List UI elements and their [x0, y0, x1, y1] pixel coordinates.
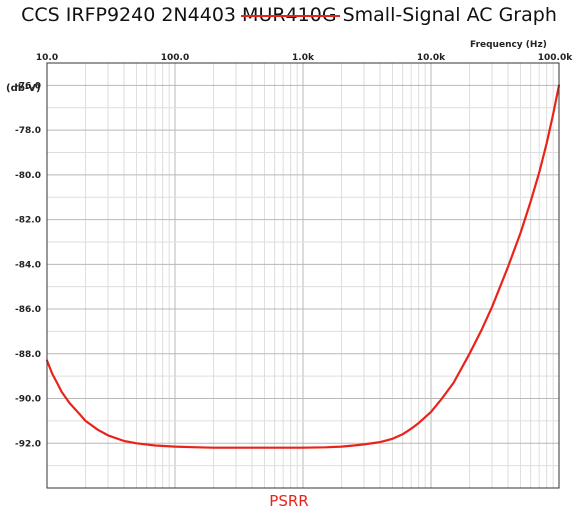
x-tick-label: 100.0k	[538, 53, 573, 63]
grid	[46, 62, 560, 489]
y-tick-labels: -76.0 -78.0 -80.0 -82.0 -84.0 -86.0 -88.0 -90.0…	[15, 81, 41, 449]
x-tick-label: 1.0k	[292, 53, 315, 63]
title-struck-part: MUR410G	[242, 4, 337, 26]
chart-title: CCS IRFP9240 2N4403 MUR410G Small-Signal…	[0, 4, 578, 26]
plot-frame	[46, 62, 560, 489]
y-tick-label: -92.0	[15, 439, 41, 449]
y-tick-label: -86.0	[15, 305, 41, 315]
y-axis-label: (db-V)	[6, 83, 41, 94]
x-tick-label: 100.0	[161, 53, 189, 63]
y-tick-label: -90.0	[15, 395, 41, 405]
x-axis-label: Frequency (Hz)	[470, 40, 547, 50]
y-tick-label: -80.0	[15, 171, 41, 181]
x-tick-label: 10.0k	[417, 53, 446, 63]
y-tick-label: -88.0	[15, 350, 41, 360]
y-tick-label: -84.0	[15, 260, 41, 270]
chart-caption: PSRR	[269, 492, 309, 510]
y-tick-label: -78.0	[15, 126, 41, 136]
y-tick-label: -82.0	[15, 216, 41, 226]
title-prefix: CCS IRFP9240 2N4403	[21, 4, 243, 26]
y-tick-label: -76.0	[15, 81, 41, 91]
psrr-series-line	[45, 84, 561, 449]
title-suffix: Small-Signal AC Graph	[336, 4, 557, 26]
series-group	[45, 84, 561, 449]
x-tick-labels: 10.0 100.0 1.0k 10.0k 100.0k	[36, 53, 573, 63]
x-tick-label: 10.0	[36, 53, 58, 63]
